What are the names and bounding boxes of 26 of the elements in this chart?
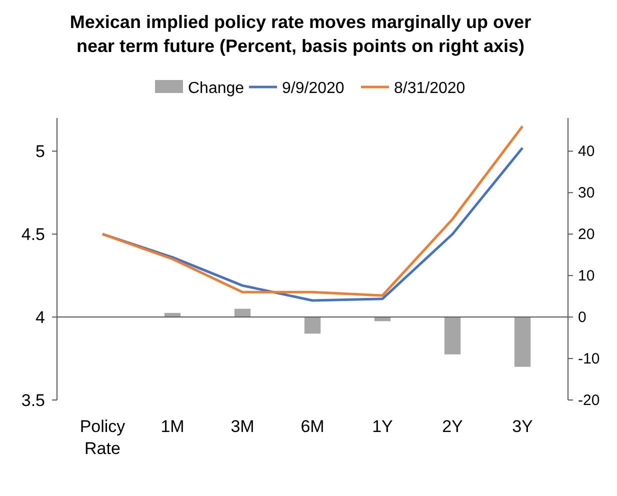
x-tick-label: 6M bbox=[300, 417, 324, 436]
y2-tick-label: 10 bbox=[578, 268, 595, 285]
y2-tick-label: 0 bbox=[578, 309, 586, 326]
bar bbox=[514, 317, 531, 367]
x-tick-label: 3Y bbox=[512, 417, 533, 436]
x-tick-label: 1M bbox=[160, 417, 184, 436]
bar bbox=[234, 308, 251, 318]
x-tick-label: 1Y bbox=[372, 417, 393, 436]
legend-label: Change bbox=[188, 80, 244, 97]
chart-title: Mexican implied policy rate moves marginally up over near term future (Percent, basis points on right axis) bbox=[70, 12, 532, 56]
y-tick-label: 3.5 bbox=[21, 391, 45, 410]
y2-tick-label: 30 bbox=[578, 184, 595, 202]
y2-tick-label: -20 bbox=[578, 392, 600, 409]
y2-tick-label: 20 bbox=[578, 226, 595, 244]
x-tick-label: 2Y bbox=[442, 417, 463, 436]
legend-label: 8/31/2020 bbox=[394, 80, 466, 97]
y-tick-label: 4.5 bbox=[21, 225, 45, 244]
bar bbox=[304, 317, 321, 334]
x-tick-label: 3M bbox=[230, 417, 254, 436]
y2-tick-label: 40 bbox=[578, 143, 595, 160]
legend-label: 9/9/2020 bbox=[282, 80, 344, 97]
x-tick-label: Policy Rate bbox=[80, 417, 126, 458]
bar bbox=[444, 317, 461, 354]
y-tick-label: 4 bbox=[36, 308, 45, 328]
y2-tick-label: -10 bbox=[578, 350, 600, 368]
y-tick-label: 5 bbox=[36, 142, 45, 162]
